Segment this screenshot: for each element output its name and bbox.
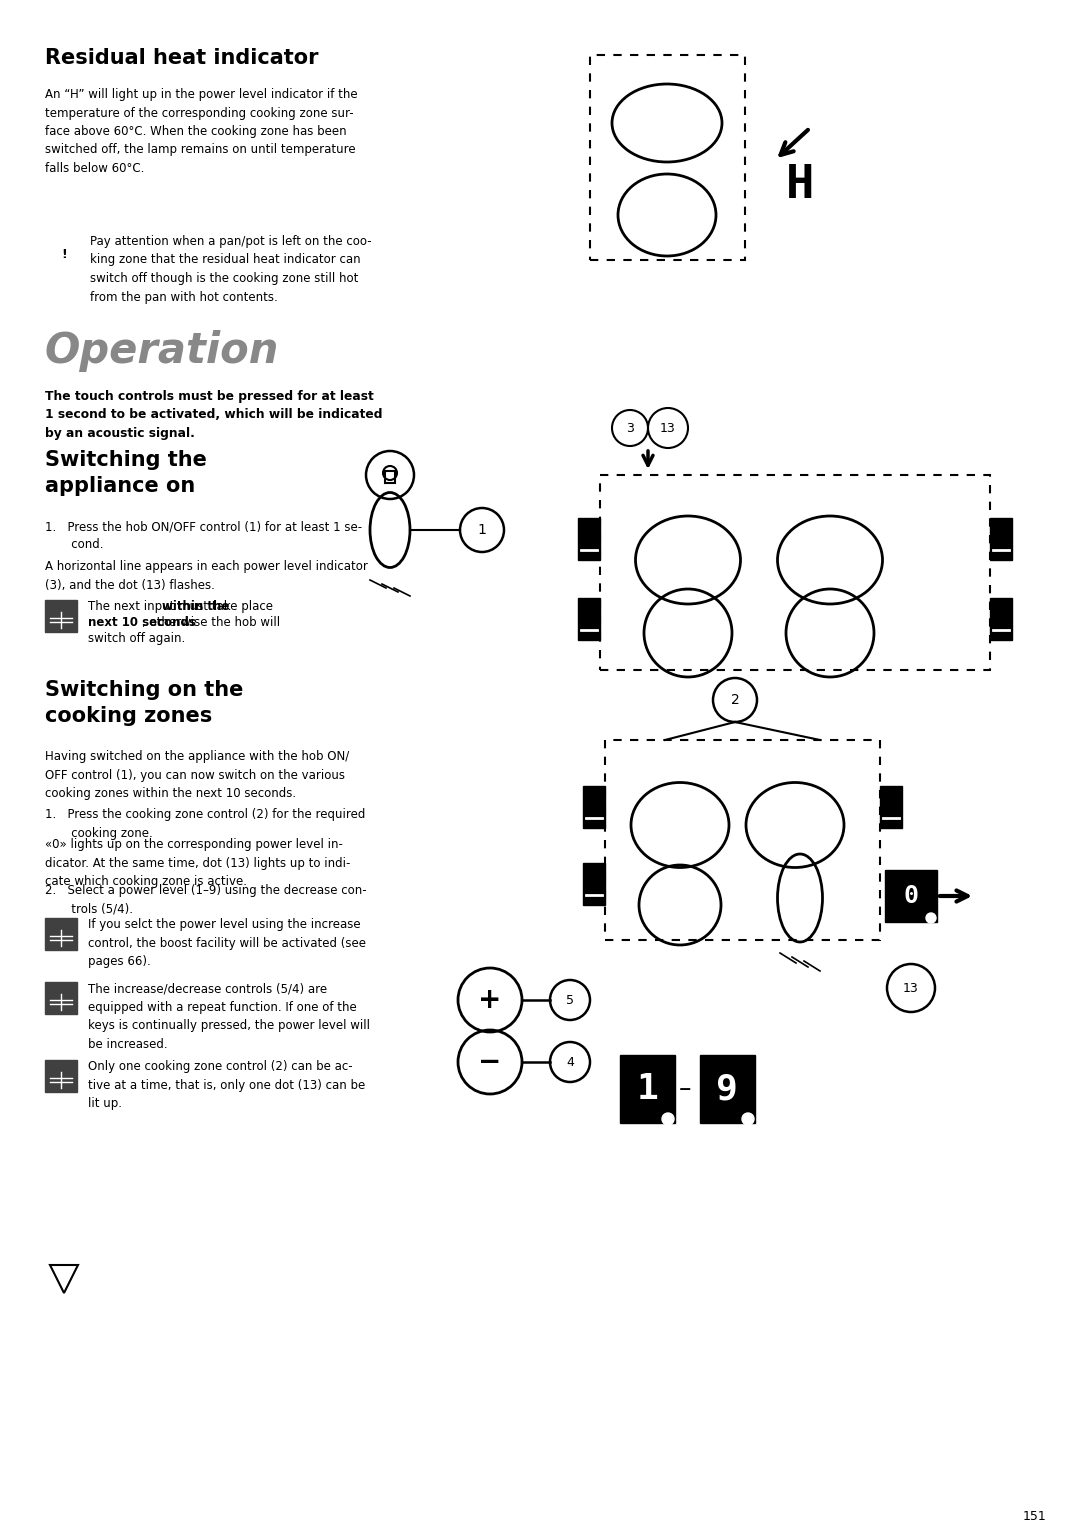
- Text: 4: 4: [566, 1056, 573, 1068]
- Bar: [45, 983, 77, 1015]
- Text: The increase/decrease controls (5/4) are
equipped with a repeat function. If one: The increase/decrease controls (5/4) are…: [87, 983, 370, 1051]
- Text: 1: 1: [636, 1073, 658, 1106]
- Text: 3: 3: [626, 422, 634, 434]
- Bar: [885, 869, 937, 921]
- Text: Only one cooking zone control (2) can be ac-
tive at a time, that is, only one d: Only one cooking zone control (2) can be…: [87, 1060, 365, 1109]
- Bar: [583, 863, 605, 905]
- Text: 151: 151: [1023, 1510, 1047, 1523]
- Circle shape: [926, 914, 936, 923]
- Text: 13: 13: [903, 981, 919, 995]
- Text: 0: 0: [904, 885, 918, 908]
- FancyBboxPatch shape: [605, 740, 880, 940]
- Bar: [880, 785, 902, 828]
- Text: Pay attention when a pan/pot is left on the coo-
king zone that the residual hea: Pay attention when a pan/pot is left on …: [90, 235, 372, 304]
- FancyBboxPatch shape: [600, 475, 990, 669]
- Bar: [990, 518, 1012, 559]
- Circle shape: [662, 1112, 674, 1125]
- Text: 2.   Select a power level (1–9) using the decrease con-
       trols (5/4).: 2. Select a power level (1–9) using the …: [45, 885, 366, 915]
- Circle shape: [742, 1112, 754, 1125]
- Text: A horizontal line appears in each power level indicator
(3), and the dot (13) fl: A horizontal line appears in each power …: [45, 559, 368, 591]
- Bar: [700, 1054, 755, 1123]
- Bar: [45, 601, 77, 633]
- Text: H: H: [786, 162, 814, 208]
- Text: Having switched on the appliance with the hob ON/
OFF control (1), you can now s: Having switched on the appliance with th…: [45, 750, 349, 801]
- FancyBboxPatch shape: [590, 55, 745, 260]
- Text: !: !: [62, 249, 67, 261]
- Text: 13: 13: [660, 422, 676, 434]
- Text: next 10 seconds: next 10 seconds: [87, 616, 195, 630]
- Bar: [45, 918, 77, 950]
- Text: –: –: [678, 1077, 691, 1102]
- Bar: [578, 518, 600, 559]
- Text: switch off again.: switch off again.: [87, 633, 186, 645]
- Text: +: +: [478, 986, 502, 1015]
- Text: 5: 5: [566, 993, 573, 1007]
- Text: −: −: [478, 1048, 501, 1076]
- Bar: [384, 471, 395, 483]
- Text: Residual heat indicator: Residual heat indicator: [45, 47, 319, 69]
- Text: 1: 1: [477, 523, 486, 536]
- Text: within the: within the: [162, 601, 230, 613]
- Bar: [990, 597, 1012, 640]
- Bar: [583, 785, 605, 828]
- Text: 1.   Press the cooking zone control (2) for the required
       cooking zone.: 1. Press the cooking zone control (2) fo…: [45, 808, 365, 839]
- Text: Switching the
appliance on: Switching the appliance on: [45, 451, 207, 495]
- Text: 1.   Press the hob ON/OFF control (1) for at least 1 se-
       cond.: 1. Press the hob ON/OFF control (1) for …: [45, 520, 362, 552]
- Text: Operation: Operation: [45, 330, 280, 371]
- Text: , otherwise the hob will: , otherwise the hob will: [141, 616, 280, 630]
- Text: An “H” will light up in the power level indicator if the
temperature of the corr: An “H” will light up in the power level …: [45, 89, 357, 176]
- Text: Switching on the
cooking zones: Switching on the cooking zones: [45, 680, 243, 726]
- Text: «0» lights up on the corresponding power level in-
dicator. At the same time, do: «0» lights up on the corresponding power…: [45, 837, 350, 888]
- Bar: [620, 1054, 675, 1123]
- Text: If you selct the power level using the increase
control, the boost facility will: If you selct the power level using the i…: [87, 918, 366, 969]
- Bar: [578, 597, 600, 640]
- Text: The next input must take place: The next input must take place: [87, 601, 276, 613]
- Text: 2: 2: [731, 694, 740, 707]
- Text: The touch controls must be pressed for at least
1 second to be activated, which : The touch controls must be pressed for a…: [45, 390, 382, 440]
- Text: 9: 9: [716, 1073, 738, 1106]
- Bar: [45, 1060, 77, 1093]
